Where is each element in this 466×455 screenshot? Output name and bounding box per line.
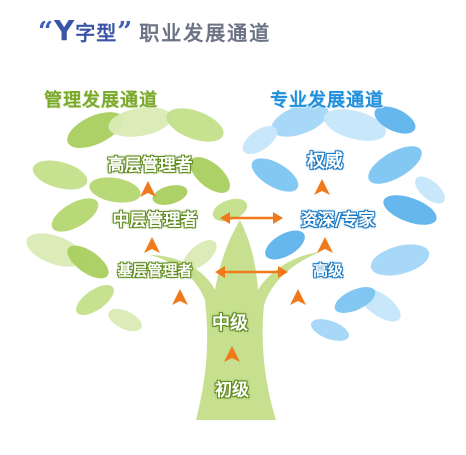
blue-leaf: [251, 158, 299, 192]
blue-leaf: [368, 146, 422, 184]
green-leaf: [67, 112, 123, 148]
double-arrow-icon: [220, 212, 283, 224]
tree-trunk: [150, 220, 320, 420]
title-y-letter: Y: [53, 14, 76, 47]
blue-leaf: [242, 125, 278, 155]
blue-leaf: [265, 230, 305, 260]
arrow-up-icon: [140, 181, 156, 197]
title-quote-close: ”: [117, 17, 134, 47]
label-junior-level: 初级: [215, 380, 249, 401]
label-middle-manager: 中层管理者: [112, 210, 198, 231]
arrow-up-icon: [314, 179, 330, 195]
label-senior-manager: 高层管理者: [107, 155, 193, 176]
label-senior-level: 高级: [312, 261, 344, 280]
arrow-up-icon: [317, 237, 333, 253]
title-rest: 职业发展通道: [139, 21, 272, 45]
blue-leaf: [323, 109, 387, 141]
title-char: 字型: [75, 21, 118, 45]
arrow-up-icon: [144, 237, 160, 253]
blue-leaf: [370, 244, 430, 276]
green-leaf: [190, 157, 230, 193]
blue-leaf: [271, 103, 329, 137]
arrow-up-icon: [224, 346, 240, 362]
blue-leaf: [310, 319, 350, 341]
label-senior-expert: 资深/专家: [300, 210, 376, 231]
blue-leaf: [415, 176, 445, 204]
green-leaf: [183, 240, 217, 270]
green-leaf: [212, 198, 248, 222]
green-leaf: [51, 198, 99, 232]
label-authority: 权威: [307, 151, 343, 172]
arrow-up-icon: [172, 289, 188, 305]
arrow-up-icon: [290, 289, 306, 305]
blue-leaf: [383, 195, 437, 225]
label-middle-level: 中级: [212, 313, 248, 334]
professional-track-heading: 专业发展通道: [270, 90, 384, 111]
management-track-heading: 管理发展通道: [44, 90, 158, 111]
green-leaf: [26, 233, 84, 267]
green-leaf: [152, 185, 188, 205]
page-title: “Y字型” 职业发展通道: [38, 14, 271, 47]
blue-leaf: [374, 106, 416, 134]
blue-leaf: [334, 287, 376, 313]
double-arrow-icon: [215, 266, 288, 278]
green-leaf: [108, 107, 172, 137]
title-quote-open: “: [38, 17, 54, 47]
green-leaf: [108, 308, 142, 332]
green-leaf: [32, 160, 88, 190]
green-leaf: [67, 245, 109, 279]
green-leaf: [166, 108, 224, 142]
label-base-manager: 基层管理者: [117, 261, 193, 280]
green-leaf: [76, 284, 114, 316]
green-leaf: [89, 177, 141, 203]
